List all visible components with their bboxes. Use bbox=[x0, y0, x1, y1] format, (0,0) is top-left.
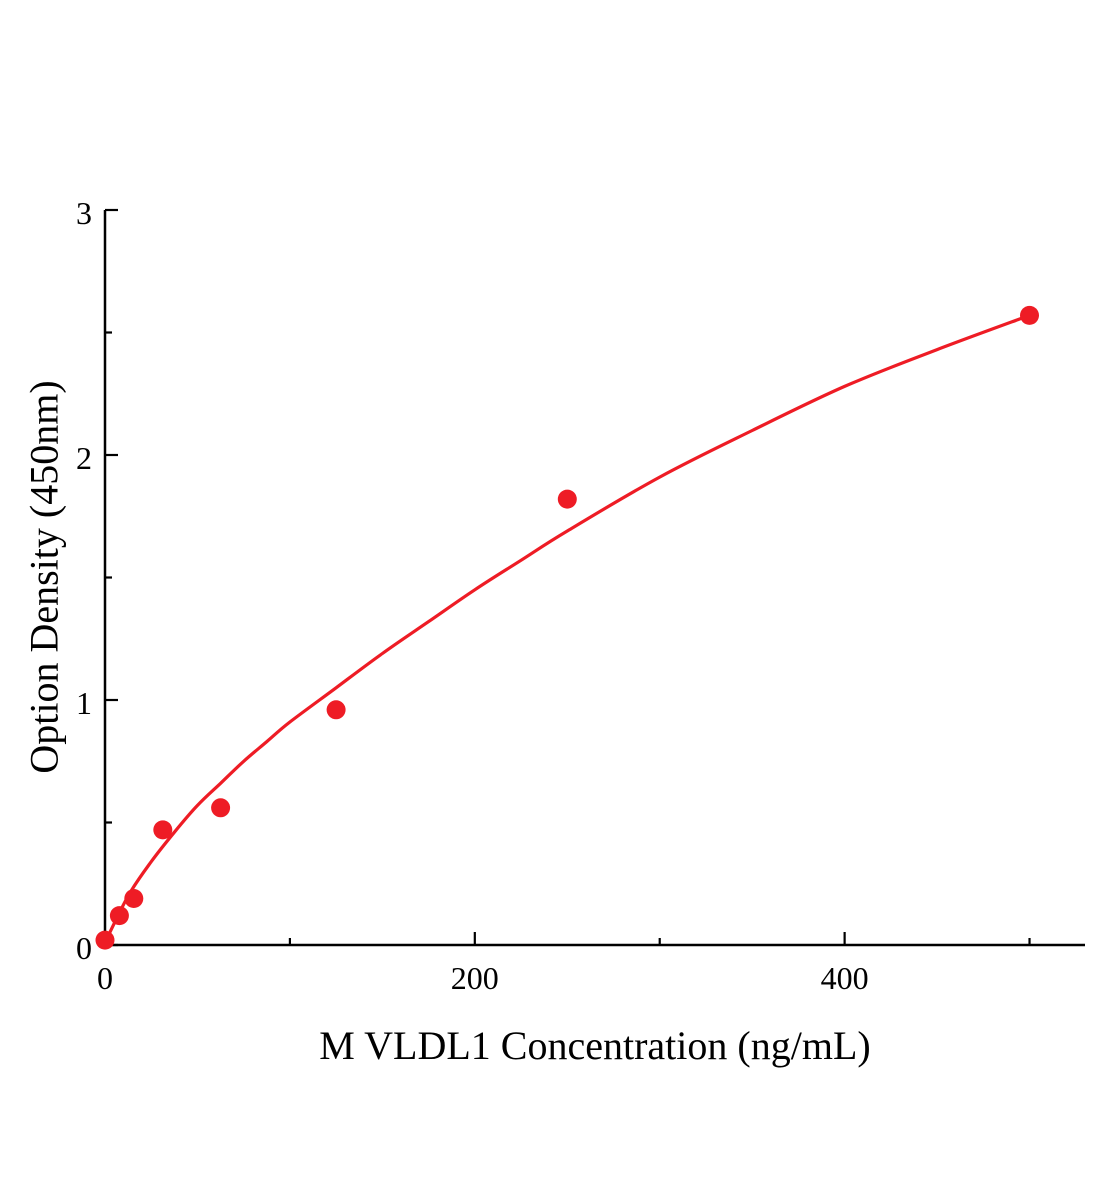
data-point bbox=[211, 798, 231, 818]
data-point bbox=[109, 906, 129, 926]
data-point bbox=[153, 820, 173, 840]
x-tick-label: 200 bbox=[451, 960, 499, 996]
x-tick-label: 0 bbox=[97, 960, 113, 996]
data-point bbox=[1020, 305, 1039, 325]
data-point bbox=[326, 700, 346, 720]
x-axis-title: M VLDL1 Concentration (ng/mL) bbox=[319, 1023, 871, 1068]
data-point bbox=[557, 489, 577, 509]
y-tick-label: 2 bbox=[76, 440, 92, 476]
x-tick-label: 400 bbox=[821, 960, 869, 996]
y-axis-title: Option Density (450nm) bbox=[21, 380, 67, 774]
y-tick-label: 1 bbox=[76, 685, 92, 721]
data-point bbox=[124, 889, 144, 908]
y-tick-label: 0 bbox=[76, 930, 92, 966]
data-point bbox=[95, 930, 115, 950]
fit-curve bbox=[103, 313, 1032, 945]
y-tick-label: 3 bbox=[76, 195, 92, 231]
